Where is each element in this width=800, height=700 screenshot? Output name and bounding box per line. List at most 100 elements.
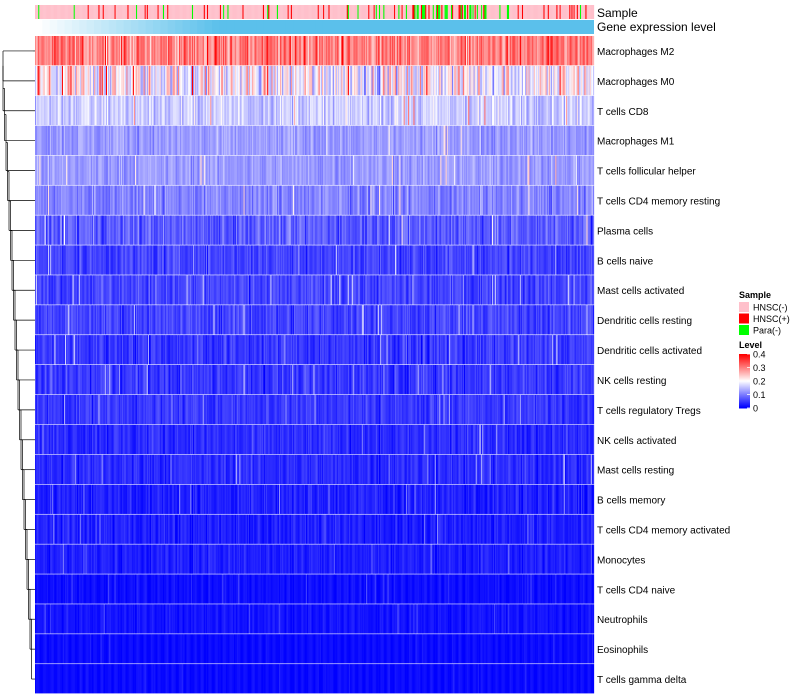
heatmap-cell	[228, 275, 230, 305]
heatmap-cell	[176, 65, 179, 96]
heatmap-cell	[564, 65, 567, 96]
sample-annotation-cell	[403, 5, 405, 19]
sample-annotation-cell	[558, 5, 560, 19]
heatmap-cell	[441, 65, 443, 96]
heatmap-cell	[275, 155, 278, 185]
heatmap-cell	[304, 215, 307, 245]
heatmap-cell	[537, 215, 539, 245]
heatmap-cell	[457, 155, 459, 185]
heatmap-cell	[154, 245, 156, 275]
heatmap-cell	[588, 245, 590, 275]
heatmap-cell	[270, 36, 272, 66]
heatmap-cell	[87, 185, 89, 215]
heatmap-cell	[459, 95, 461, 126]
heatmap-cell	[344, 95, 346, 126]
heatmap-cell	[510, 185, 512, 215]
sample-annotation-cell	[552, 5, 554, 19]
sample-annotation-cell	[478, 5, 481, 19]
heatmap-cell	[85, 215, 87, 245]
heatmap-cell	[58, 185, 60, 215]
heatmap-cell	[525, 36, 527, 66]
heatmap-cell	[428, 125, 430, 156]
heatmap-cell	[279, 65, 281, 96]
heatmap-cell	[95, 125, 97, 156]
heatmap-cell	[76, 215, 79, 245]
heatmap-cell	[575, 125, 577, 156]
heatmap-cell	[462, 155, 465, 185]
sample-annotation-cell	[361, 5, 364, 19]
sample-annotation-cell	[573, 5, 575, 19]
heatmap-cell	[371, 245, 373, 275]
heatmap-cell	[189, 185, 192, 215]
heatmap-cell	[117, 215, 119, 245]
heatmap-cell	[109, 36, 111, 66]
heatmap-cell	[535, 36, 538, 66]
heatmap-cell	[130, 245, 132, 275]
heatmap-cell	[408, 65, 410, 96]
heatmap-cell	[460, 95, 462, 126]
heatmap-cell	[539, 245, 541, 275]
heatmap-cell	[389, 215, 391, 245]
heatmap-cell	[357, 185, 359, 215]
heatmap-cell	[103, 95, 106, 126]
sample-annotation-cell	[460, 5, 462, 19]
heatmap-cell	[359, 125, 361, 156]
heatmap-cell	[227, 185, 229, 215]
heatmap-cell	[518, 95, 520, 126]
heatmap-cell	[65, 215, 67, 245]
heatmap-cell	[215, 275, 217, 305]
heatmap-cell	[583, 36, 585, 66]
heatmap-cell	[193, 125, 195, 156]
heatmap-cell	[195, 185, 197, 215]
heatmap-cell	[268, 36, 270, 66]
heatmap-cell	[560, 245, 562, 275]
heatmap-cell	[150, 245, 152, 275]
sample-annotation-cell	[481, 5, 483, 19]
heatmap-cell	[76, 155, 79, 185]
heatmap-cell	[274, 125, 276, 156]
heatmap-cell	[300, 185, 302, 215]
heatmap-cell	[359, 155, 361, 185]
heatmap-cell	[477, 215, 480, 245]
heatmap-cell	[72, 155, 74, 185]
heatmap-cell	[317, 245, 319, 275]
heatmap-cell	[290, 65, 293, 96]
heatmap-cell	[405, 155, 408, 185]
heatmap-cell	[404, 215, 407, 245]
heatmap-cell	[433, 125, 436, 156]
heatmap-cell	[451, 65, 453, 96]
heatmap-cell	[387, 245, 389, 275]
heatmap-cell	[167, 95, 169, 126]
heatmap-cell	[234, 155, 237, 185]
heatmap-cell	[361, 125, 364, 156]
sample-annotation-cell	[444, 5, 446, 19]
heatmap-cell	[245, 245, 247, 275]
sample-annotation-cell	[108, 5, 110, 19]
sample-annotation-cell	[480, 5, 482, 19]
heatmap-cell	[410, 185, 412, 215]
heatmap-cell	[287, 155, 289, 185]
heatmap-cell	[204, 95, 207, 126]
heatmap-cell	[416, 125, 418, 156]
heatmap-cell	[409, 125, 411, 156]
heatmap-cell	[101, 275, 103, 305]
gene-expression-cell	[263, 20, 272, 34]
heatmap-cell	[580, 185, 582, 215]
heatmap-cell	[390, 95, 393, 126]
heatmap-cell	[485, 36, 487, 66]
heatmap-cell	[197, 185, 199, 215]
heatmap-cell	[93, 275, 95, 305]
sample-annotation-cell	[567, 5, 569, 19]
sample-annotation-cell	[468, 5, 470, 19]
heatmap-cell	[491, 95, 494, 126]
sample-annotation-cell	[86, 5, 88, 19]
heatmap-cell	[561, 215, 563, 245]
sample-annotation-cell	[577, 5, 580, 19]
heatmap-cell	[157, 65, 159, 96]
heatmap-cell	[477, 65, 480, 96]
sample-annotation-cell	[287, 5, 289, 19]
heatmap-cell	[286, 245, 288, 275]
heatmap-cell	[167, 185, 169, 215]
heatmap-cell	[94, 245, 96, 275]
heatmap-cell	[153, 275, 155, 305]
